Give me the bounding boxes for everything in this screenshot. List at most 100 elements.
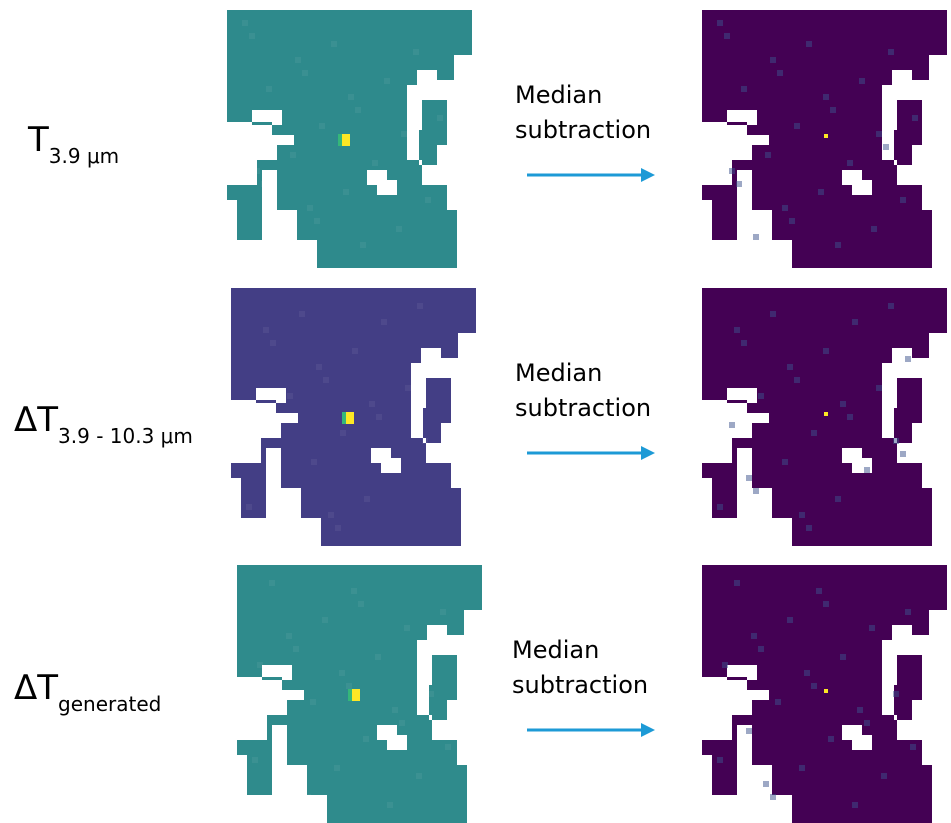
texture <box>302 70 308 76</box>
texture <box>437 115 443 121</box>
texture <box>770 311 776 317</box>
texture <box>316 364 322 370</box>
texture <box>811 683 817 689</box>
texture <box>343 189 349 195</box>
land-mask <box>702 288 947 546</box>
texture <box>399 720 405 726</box>
texture <box>736 181 742 187</box>
texture <box>905 356 911 362</box>
texture <box>830 107 836 113</box>
texture <box>746 475 752 481</box>
texture <box>372 160 378 166</box>
texture <box>794 377 800 383</box>
texture <box>857 707 863 713</box>
texture <box>358 601 364 607</box>
texture <box>369 401 375 407</box>
texture <box>392 707 398 713</box>
texture <box>818 189 824 195</box>
texture <box>293 646 299 652</box>
texture <box>286 633 292 639</box>
texture <box>269 580 275 586</box>
texture <box>847 160 853 166</box>
texture <box>384 78 390 84</box>
texture <box>893 691 899 697</box>
texture <box>881 773 887 779</box>
texture <box>811 430 817 436</box>
texture <box>864 720 870 726</box>
texture <box>717 504 723 510</box>
warm-pixel <box>338 134 342 146</box>
texture <box>852 319 858 325</box>
texture <box>729 422 735 428</box>
image-panel <box>226 288 482 546</box>
texture <box>751 633 757 639</box>
texture <box>346 683 352 689</box>
texture <box>299 311 305 317</box>
warm-pixel <box>342 412 346 424</box>
texture <box>413 49 419 55</box>
texture <box>322 617 328 623</box>
texture <box>893 438 899 444</box>
texture <box>753 234 759 240</box>
texture <box>307 205 313 211</box>
texture <box>281 728 287 734</box>
texture <box>348 94 354 100</box>
texture <box>717 757 723 763</box>
texture <box>258 422 264 428</box>
texture <box>381 319 387 325</box>
warm-pixel <box>348 689 352 701</box>
texture <box>314 218 320 224</box>
texture <box>775 699 781 705</box>
texture <box>335 525 341 531</box>
land-mask <box>702 10 947 268</box>
image-panel <box>697 565 951 823</box>
image-panel <box>232 565 488 823</box>
texture <box>823 94 829 100</box>
texture <box>746 728 752 734</box>
texture <box>864 467 870 473</box>
texture <box>787 364 793 370</box>
texture <box>741 340 747 346</box>
texture <box>270 340 276 346</box>
texture <box>323 377 329 383</box>
row-label: T3.9 μm <box>28 120 119 160</box>
texture <box>440 609 446 615</box>
texture <box>763 781 769 787</box>
row-label: ΔT3.9 - 10.3 μm <box>14 400 193 440</box>
texture <box>310 699 316 705</box>
texture <box>401 131 407 137</box>
texture <box>263 327 269 333</box>
row-label: ΔTgenerated <box>14 668 161 708</box>
texture <box>900 197 906 203</box>
texture <box>425 197 431 203</box>
texture <box>311 459 317 465</box>
texture <box>912 115 918 121</box>
image-panel <box>697 10 951 268</box>
texture <box>331 41 337 47</box>
texture <box>835 242 841 248</box>
texture <box>806 41 812 47</box>
texture <box>789 218 795 224</box>
texture <box>339 670 345 676</box>
hot-pixel <box>342 134 350 146</box>
texture <box>422 438 428 444</box>
texture <box>840 401 846 407</box>
texture <box>782 459 788 465</box>
texture <box>408 144 414 150</box>
texture <box>806 525 812 531</box>
texture <box>741 86 747 92</box>
texture <box>758 646 764 652</box>
texture <box>794 123 800 129</box>
texture <box>278 234 284 240</box>
texture <box>722 662 728 668</box>
texture <box>787 617 793 623</box>
texture <box>816 588 822 594</box>
texture <box>417 303 423 309</box>
arrow-head <box>641 168 655 182</box>
arrow-label: Median subtraction <box>515 78 685 148</box>
texture <box>835 496 841 502</box>
texture <box>242 20 248 26</box>
texture <box>823 348 829 354</box>
texture <box>804 670 810 676</box>
texture <box>363 736 369 742</box>
